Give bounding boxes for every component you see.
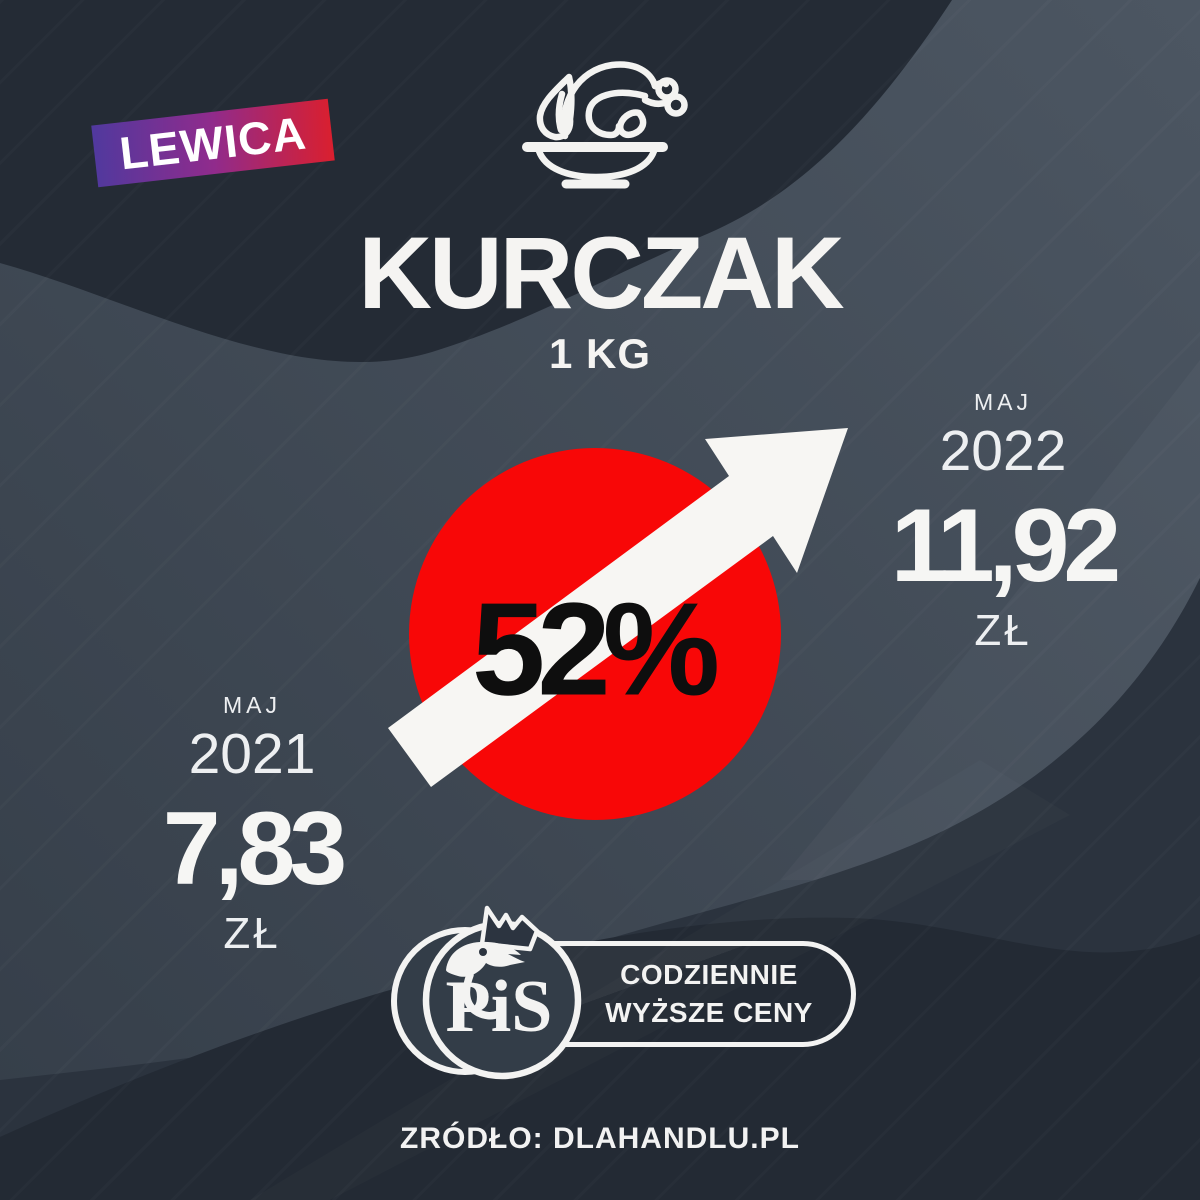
pis-eagle-crown-logo: PiS — [391, 905, 582, 1080]
garnish-leaf-vein — [555, 90, 566, 134]
after-month: MAJ — [974, 389, 1032, 415]
claim-line2: WYŻSZE CENY — [605, 997, 813, 1028]
after-currency: ZŁ — [974, 606, 1032, 655]
chicken-cavity-curve — [585, 89, 649, 139]
wing-shape — [617, 109, 647, 138]
chicken-on-plate-icon — [522, 61, 688, 189]
eagle-neck-curve — [462, 971, 502, 1020]
before-year: 2021 — [188, 722, 316, 786]
eagle-head-icon — [446, 941, 525, 977]
percent-change-label: 52% — [471, 575, 720, 723]
after-year: 2022 — [939, 419, 1067, 483]
chicken-body-outline — [560, 61, 659, 140]
stat-before: MAJ 2021 7,83 ZŁ — [122, 692, 382, 959]
product-title: KURCZAK — [358, 216, 844, 330]
bottom-dark-wave — [0, 917, 1200, 1200]
crown-icon — [479, 905, 540, 952]
eagle-eye — [479, 948, 487, 956]
pis-logo-text: PiS — [446, 966, 553, 1048]
claim-line1: CODZIENNIE — [620, 959, 798, 990]
claim-text: CODZIENNIE WYŻSZE CENY — [573, 956, 845, 1032]
plate-bowl — [535, 147, 658, 181]
drumstick-lower-edge — [641, 96, 672, 107]
garnish-leaf-shape — [536, 73, 575, 141]
top-dark-wave — [0, 0, 952, 363]
before-value: 7,83 — [162, 791, 347, 907]
source-label: ZRÓDŁO: DLAHANDLU.PL — [400, 1122, 800, 1155]
product-unit: 1 KG — [548, 330, 652, 377]
before-currency: ZŁ — [223, 909, 281, 958]
stat-after: MAJ 2022 11,92 ZŁ — [873, 389, 1133, 656]
before-month: MAJ — [223, 692, 281, 718]
arrow-shape — [388, 428, 848, 787]
after-value: 11,92 — [890, 488, 1122, 604]
